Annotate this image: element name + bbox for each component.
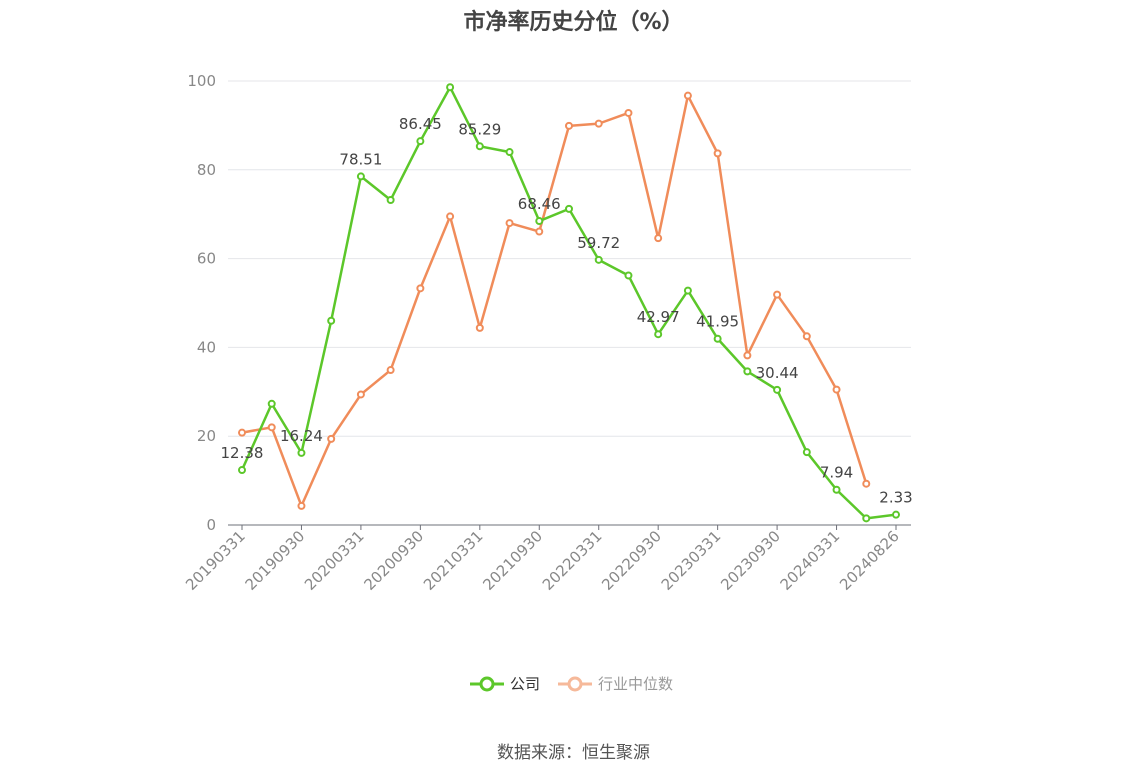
data-point-industry [773, 290, 782, 299]
y-tick-label: 80 [197, 161, 216, 179]
data-point-industry [446, 212, 455, 221]
data-label: 7.94 [820, 464, 853, 482]
line-chart: 0 20 40 60 80 100 2019033120190930202003312020… [182, 72, 913, 594]
legend-item-industry[interactable]: 行业中位数 [558, 673, 673, 694]
data-label: 30.44 [756, 364, 799, 382]
data-label: 2.33 [879, 489, 912, 507]
chart-title: 市净率历史分位（%） [463, 10, 684, 35]
data-label: 41.95 [696, 313, 739, 331]
data-point-industry [565, 121, 573, 130]
data-point-industry [327, 434, 336, 443]
data-label: 85.29 [458, 120, 501, 138]
data-point-company [505, 148, 514, 157]
data-point-company [802, 448, 811, 457]
data-point-industry [267, 423, 276, 432]
legend-company-marker-icon [470, 676, 504, 691]
data-point-industry [475, 323, 484, 332]
data-label: 78.51 [339, 150, 382, 168]
data-point-company [327, 316, 336, 325]
data-point-company [238, 466, 246, 475]
data-point-company [773, 385, 782, 394]
data-point-industry [535, 227, 544, 236]
x-tick-label: 20210930 [479, 527, 546, 594]
data-point-company [535, 217, 544, 226]
data-label: 86.45 [399, 115, 442, 133]
data-point-company [594, 255, 603, 264]
data-point-company [475, 142, 484, 151]
data-point-industry [594, 119, 603, 128]
data-point-company [654, 330, 663, 339]
x-tick-label: 20230331 [658, 527, 725, 594]
data-point-company [416, 137, 425, 146]
data-point-company [356, 172, 365, 181]
data-label: 59.72 [577, 234, 620, 252]
y-tick-label: 0 [206, 516, 216, 534]
y-tick-label: 20 [197, 427, 216, 445]
x-tick-label: 20220930 [598, 527, 665, 594]
y-tick-label: 100 [187, 72, 216, 90]
data-point-company [832, 485, 841, 494]
x-tick-label: 20230930 [717, 527, 784, 594]
legend-industry-label: 行业中位数 [598, 675, 674, 693]
x-tick-label: 20190930 [242, 527, 309, 594]
data-point-industry [624, 108, 633, 117]
data-point-industry [862, 479, 871, 488]
data-label: 68.46 [518, 195, 561, 213]
source-note: 数据来源：恒生聚源 [497, 743, 650, 763]
data-point-industry [386, 366, 395, 375]
data-point-company [862, 514, 871, 523]
data-point-company [683, 286, 692, 295]
legend-item-company[interactable]: 公司 [470, 673, 540, 694]
data-point-company [267, 399, 276, 408]
legend-company-label: 公司 [510, 675, 541, 693]
legend-industry-marker-icon [558, 676, 592, 691]
y-tick-label: 60 [197, 250, 216, 268]
data-point-company [892, 510, 900, 519]
data-point-company [624, 271, 633, 280]
data-point-industry [356, 390, 365, 399]
x-tick-label: 20190331 [182, 527, 249, 594]
data-point-company [297, 448, 306, 457]
data-point-company [743, 367, 752, 376]
data-label: 16.24 [280, 427, 323, 445]
x-tick-label: 20240331 [777, 527, 844, 594]
data-label: 42.97 [637, 308, 680, 326]
data-point-industry [683, 91, 692, 100]
data-point-industry [238, 428, 246, 437]
x-tick-label: 20210331 [420, 527, 487, 594]
data-point-company [386, 195, 395, 204]
data-point-industry [713, 149, 722, 158]
data-point-industry [802, 332, 811, 341]
data-point-industry [743, 351, 752, 360]
y-tick-label: 40 [197, 338, 216, 356]
data-point-industry [654, 234, 663, 243]
x-tick-label: 20220331 [539, 527, 606, 594]
data-label: 12.38 [221, 444, 264, 462]
data-point-company [446, 83, 455, 92]
data-point-industry [505, 219, 514, 228]
data-point-company [713, 334, 722, 343]
series-line-industry [241, 94, 868, 508]
data-point-industry [416, 284, 425, 293]
x-tick-label: 20200930 [360, 527, 427, 594]
data-point-industry [832, 385, 841, 394]
x-tick-label: 20200331 [301, 527, 368, 594]
data-point-industry [297, 501, 306, 510]
data-point-company [565, 204, 573, 213]
x-tick-label: 20240826 [836, 527, 903, 594]
